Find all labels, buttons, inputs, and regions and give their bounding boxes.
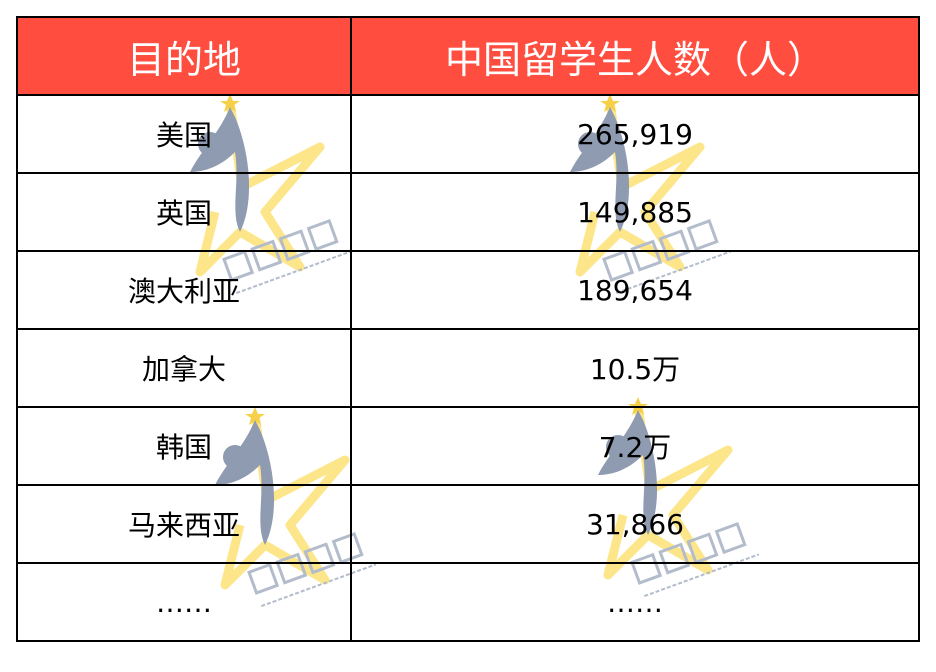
header-students: 中国留学生人数（人） xyxy=(350,16,920,96)
table-row: 澳大利亚 189,654 xyxy=(16,250,920,330)
students-cell: 265,919 xyxy=(350,94,920,174)
students-cell: 189,654 xyxy=(350,250,920,330)
table-row: 马来西亚 31,866 xyxy=(16,484,920,564)
destination-cell: 英国 xyxy=(16,172,352,252)
table-row: 美国 265,919 xyxy=(16,94,920,174)
destination-cell: 马来西亚 xyxy=(16,484,352,564)
students-cell: 7.2万 xyxy=(350,406,920,486)
destination-cell: …… xyxy=(16,562,352,642)
table-row: ………… xyxy=(16,562,920,642)
students-cell: 10.5万 xyxy=(350,328,920,408)
header-destination: 目的地 xyxy=(16,16,352,96)
table-row: 英国 149,885 xyxy=(16,172,920,252)
destination-cell: 美国 xyxy=(16,94,352,174)
table-row: 加拿大 10.5万 xyxy=(16,328,920,408)
destination-cell: 韩国 xyxy=(16,406,352,486)
table-row: 韩国 7.2万 xyxy=(16,406,920,486)
header-row: 目的地 中国留学生人数（人） xyxy=(16,16,920,96)
students-cell: 31,866 xyxy=(350,484,920,564)
students-cell: …… xyxy=(350,562,920,642)
students-table: 目的地 中国留学生人数（人） 美国 265,919 英国 149,885 澳大利亚 1… xyxy=(16,16,920,642)
destination-cell: 加拿大 xyxy=(16,328,352,408)
students-cell: 149,885 xyxy=(350,172,920,252)
destination-cell: 澳大利亚 xyxy=(16,250,352,330)
